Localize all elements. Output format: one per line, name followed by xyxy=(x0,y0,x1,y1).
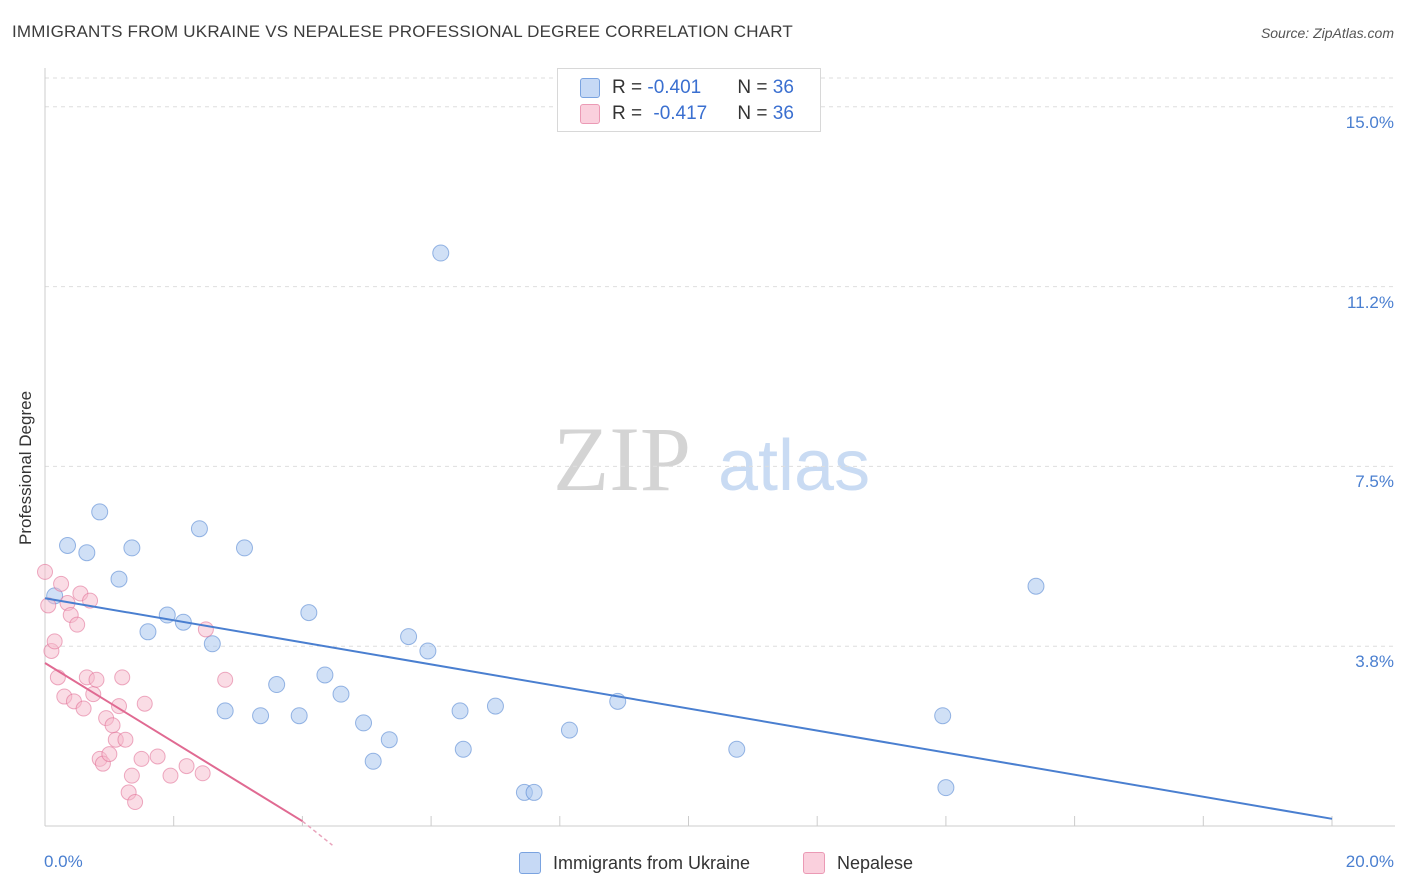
data-point-ukraine xyxy=(934,707,952,725)
n-label: N = xyxy=(737,103,773,124)
data-point-ukraine xyxy=(123,539,141,557)
data-point-ukraine xyxy=(290,707,308,725)
data-point-nepalese xyxy=(149,748,166,765)
y-tick-label: 15.0% xyxy=(1345,112,1394,132)
legend-item-nepalese: Nepalese xyxy=(803,852,913,874)
trendline-ukraine xyxy=(44,597,1333,820)
data-point-ukraine xyxy=(364,752,382,770)
data-point-ukraine xyxy=(419,642,437,660)
data-point-ukraine xyxy=(235,539,253,557)
data-point-ukraine xyxy=(400,628,418,646)
legend-swatch-ukraine xyxy=(580,78,600,98)
y-tick-label: 7.5% xyxy=(1355,472,1394,492)
data-point-ukraine xyxy=(525,783,543,801)
source-label: Source: ZipAtlas.com xyxy=(1260,25,1394,41)
data-point-ukraine xyxy=(139,623,157,641)
data-point-ukraine xyxy=(486,697,504,715)
data-point-nepalese xyxy=(75,700,92,717)
trendline-nepalese-extension xyxy=(301,820,333,846)
data-point-nepalese xyxy=(37,563,53,580)
data-point-nepalese xyxy=(104,717,121,734)
data-point-ukraine xyxy=(216,702,234,720)
data-point-nepalese xyxy=(127,794,144,811)
data-point-ukraine xyxy=(380,731,398,749)
data-point-ukraine xyxy=(454,740,472,758)
chart-title: IMMIGRANTS FROM UKRAINE VS NEPALESE PROF… xyxy=(12,22,793,41)
data-point-ukraine xyxy=(451,702,469,720)
legend-swatch-nepalese xyxy=(580,104,600,124)
data-point-ukraine xyxy=(728,740,746,758)
data-point-nepalese xyxy=(46,633,63,650)
trendline-nepalese xyxy=(44,662,303,823)
legend-row-nepalese: R = -0.417 N = 36 xyxy=(580,102,794,126)
data-point-ukraine xyxy=(252,707,270,725)
legend-row-ukraine: R = -0.401 N = 36 xyxy=(580,76,794,100)
data-point-ukraine xyxy=(937,779,955,797)
y-tick-label: 11.2% xyxy=(1347,292,1394,312)
legend-swatch-nepalese xyxy=(803,852,825,874)
data-point-nepalese xyxy=(133,750,150,767)
data-point-nepalese xyxy=(136,695,153,712)
data-point-nepalese xyxy=(49,669,66,686)
data-point-nepalese xyxy=(88,671,105,688)
x-tick-label-max: 20.0% xyxy=(1345,852,1394,871)
r-value-nepalese: -0.417 xyxy=(653,103,708,124)
r-label: R = xyxy=(612,103,648,124)
data-point-nepalese xyxy=(217,671,234,688)
legend-swatch-ukraine xyxy=(519,852,541,874)
n-value-nepalese: 36 xyxy=(772,103,794,124)
data-point-nepalese xyxy=(53,575,70,592)
data-point-nepalese xyxy=(123,767,140,784)
data-point-ukraine xyxy=(110,570,128,588)
data-point-ukraine xyxy=(203,635,221,653)
data-point-ukraine xyxy=(355,714,373,732)
legend-label-nepalese: Nepalese xyxy=(837,852,914,873)
data-point-ukraine xyxy=(78,544,96,562)
data-point-ukraine xyxy=(332,685,350,703)
data-point-nepalese xyxy=(117,731,134,748)
data-point-nepalese xyxy=(114,669,131,686)
r-label: R = xyxy=(612,77,648,98)
data-point-ukraine xyxy=(268,676,286,694)
legend-label-ukraine: Immigrants from Ukraine xyxy=(553,852,751,873)
watermark-zip: ZIP xyxy=(553,408,691,510)
y-tick-label: 3.8% xyxy=(1355,652,1394,672)
data-point-nepalese xyxy=(162,767,179,784)
data-point-ukraine xyxy=(1027,577,1045,595)
data-point-ukraine xyxy=(190,520,208,538)
data-point-ukraine xyxy=(560,721,578,739)
data-point-ukraine xyxy=(59,537,77,554)
data-point-ukraine xyxy=(432,244,450,262)
n-value-ukraine: 36 xyxy=(772,77,794,98)
data-point-ukraine xyxy=(91,503,109,521)
series-legend: Immigrants from Ukraine Nepalese xyxy=(0,852,1406,878)
data-point-ukraine xyxy=(316,666,334,684)
r-value-ukraine: -0.401 xyxy=(647,77,702,98)
data-point-nepalese xyxy=(69,616,86,633)
x-tick-label-min: 0.0% xyxy=(44,852,83,871)
data-point-nepalese xyxy=(101,746,118,763)
data-point-ukraine xyxy=(300,604,318,622)
correlation-legend: R = -0.401 N = 36 R = -0.417 N = 36 xyxy=(557,68,821,132)
data-point-nepalese xyxy=(178,758,195,775)
data-point-nepalese xyxy=(194,765,211,782)
n-label: N = xyxy=(737,77,773,98)
legend-item-ukraine: Immigrants from Ukraine xyxy=(519,852,750,874)
